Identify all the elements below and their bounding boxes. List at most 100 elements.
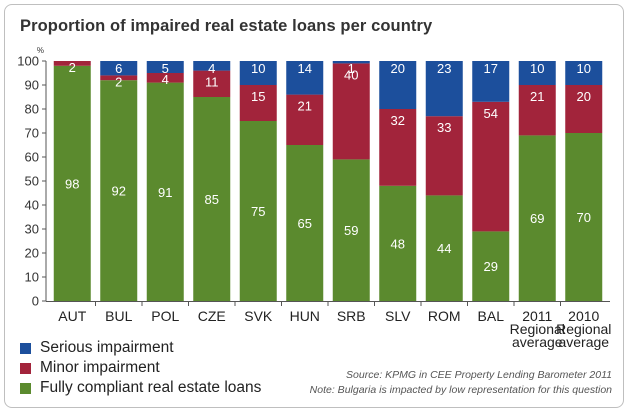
data-label: 59 xyxy=(344,223,358,238)
bar-segment xyxy=(565,133,603,301)
y-tick-label: 50 xyxy=(25,174,39,189)
y-tick-label: 40 xyxy=(25,198,39,213)
x-tick-label: Regional xyxy=(556,321,611,337)
bar-segment xyxy=(193,97,231,301)
bar-segment xyxy=(565,85,603,133)
bar-segment xyxy=(193,70,231,97)
bar-segment xyxy=(518,135,556,301)
data-label: 44 xyxy=(437,241,451,256)
data-label: 29 xyxy=(484,259,498,274)
bar-segment xyxy=(100,75,138,81)
data-label: 21 xyxy=(530,89,544,104)
data-label: 70 xyxy=(577,210,591,225)
bar-segment xyxy=(193,61,231,71)
data-label: 85 xyxy=(205,192,219,207)
y-tick-label: 10 xyxy=(25,270,39,285)
legend-label-fully-compliant: Fully compliant real estate loans xyxy=(40,379,262,396)
bar-segment xyxy=(518,61,556,85)
bar-segment xyxy=(100,61,138,76)
bar-segment xyxy=(332,61,370,64)
data-label: 10 xyxy=(577,61,591,76)
x-tick-label: ROM xyxy=(428,308,461,324)
data-label: 20 xyxy=(391,61,405,76)
data-label: 23 xyxy=(437,61,451,76)
data-label: 65 xyxy=(298,216,312,231)
x-tick-label: HUN xyxy=(290,308,320,324)
legend-swatch-fully-compliant xyxy=(20,382,31,394)
x-tick-label: average xyxy=(512,334,563,350)
bar-segment xyxy=(565,61,603,85)
data-label: 17 xyxy=(484,61,498,76)
bar-segment xyxy=(53,65,91,301)
x-tick-label: BAL xyxy=(478,308,505,324)
y-tick-label: 60 xyxy=(25,150,39,165)
bar-segment xyxy=(425,116,463,196)
data-label: 48 xyxy=(391,236,405,251)
data-label: 33 xyxy=(437,120,451,135)
legend-label-minor-impairment: Minor impairment xyxy=(40,359,160,376)
bar-segment xyxy=(379,109,417,186)
legend-swatch-minor-impairment xyxy=(20,362,31,374)
data-label: 1 xyxy=(348,61,355,76)
x-tick-label: average xyxy=(558,334,609,350)
data-label: 91 xyxy=(158,185,172,200)
data-label: 4 xyxy=(208,61,215,76)
data-label: 10 xyxy=(530,61,544,76)
data-label: 92 xyxy=(112,184,126,199)
bulgaria-note: Note: Bulgaria is impacted by low repres… xyxy=(309,384,612,396)
chart-legend: Serious impairment Minor impairment Full… xyxy=(20,338,261,398)
y-unit-label: % xyxy=(37,46,44,55)
data-label: 15 xyxy=(251,89,265,104)
bar-segment xyxy=(286,94,324,145)
x-tick-label: Regional xyxy=(510,321,565,337)
bar-segment xyxy=(379,61,417,109)
bar-segment xyxy=(146,73,184,83)
data-label: 32 xyxy=(391,113,405,128)
bar-segment xyxy=(146,61,184,73)
bar-segment xyxy=(100,80,138,301)
x-tick-label: AUT xyxy=(58,308,86,324)
data-label: 11 xyxy=(205,75,219,90)
x-tick-label: 2010 xyxy=(568,308,599,324)
x-tick-label: POL xyxy=(151,308,179,324)
legend-item-serious-impairment: Serious impairment xyxy=(20,338,261,358)
data-label: 2 xyxy=(69,60,76,75)
y-tick-label: 70 xyxy=(25,126,39,141)
x-tick-label: 2011 xyxy=(522,308,552,324)
bar-segment xyxy=(472,231,510,301)
x-tick-label: SRB xyxy=(337,308,366,324)
x-tick-label: SLV xyxy=(385,308,411,324)
bar-segment xyxy=(332,159,370,301)
legend-label-serious-impairment: Serious impairment xyxy=(40,339,174,356)
data-label: 75 xyxy=(251,204,265,219)
data-label: 5 xyxy=(162,61,169,76)
bar-segment xyxy=(425,195,463,301)
legend-item-minor-impairment: Minor impairment xyxy=(20,358,261,378)
data-label: 40 xyxy=(344,67,358,82)
bar-segment xyxy=(472,61,510,102)
chart-title: Proportion of impaired real estate loans… xyxy=(20,17,433,35)
data-label: 54 xyxy=(484,106,498,121)
y-tick-label: 0 xyxy=(32,294,39,309)
data-label: 4 xyxy=(162,72,169,87)
data-label: 14 xyxy=(298,61,312,76)
bar-segment xyxy=(239,121,277,301)
x-tick-label: CZE xyxy=(198,308,226,324)
bar-segment xyxy=(379,185,417,301)
data-label: 21 xyxy=(298,99,312,114)
data-label: 2 xyxy=(115,74,122,89)
y-tick-label: 90 xyxy=(25,78,39,93)
data-label: 69 xyxy=(530,211,544,226)
bar-segment xyxy=(332,63,370,160)
bar-segment xyxy=(286,145,324,301)
x-tick-label: BUL xyxy=(105,308,132,324)
bar-segment xyxy=(518,85,556,136)
y-tick-label: 30 xyxy=(25,222,39,237)
legend-item-fully-compliant: Fully compliant real estate loans xyxy=(20,378,261,398)
y-tick-label: 100 xyxy=(17,54,39,69)
y-tick-label: 20 xyxy=(25,246,39,261)
data-label: 10 xyxy=(251,61,265,76)
bar-segment xyxy=(239,61,277,85)
y-tick-label: 80 xyxy=(25,102,39,117)
